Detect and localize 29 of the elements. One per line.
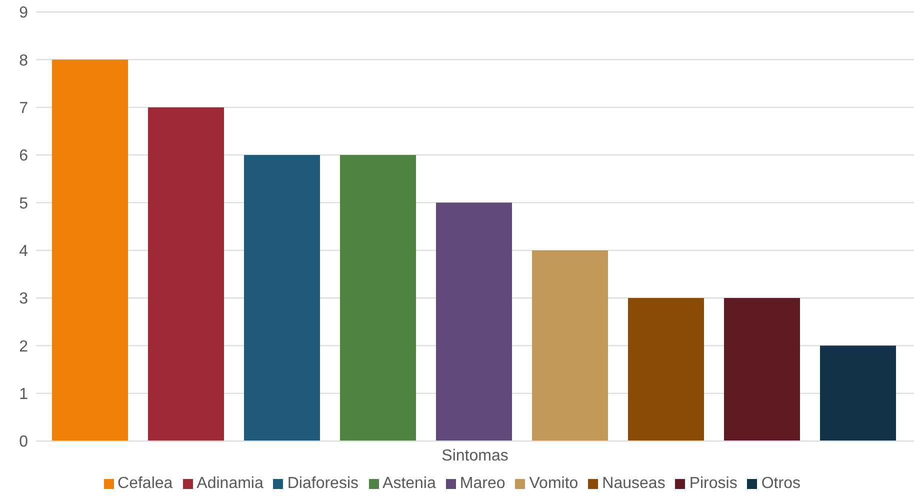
y-tick-label: 4 bbox=[19, 243, 28, 260]
legend-label: Astenia bbox=[382, 475, 436, 492]
y-tick-label: 7 bbox=[19, 100, 28, 118]
bar bbox=[244, 155, 320, 441]
y-tick-label: 5 bbox=[19, 195, 28, 212]
bar bbox=[52, 60, 128, 441]
legend-label: Vomito bbox=[529, 475, 578, 492]
legend-label: Otros bbox=[761, 475, 800, 492]
y-tick-label: 9 bbox=[19, 4, 28, 22]
y-tick-label: 8 bbox=[19, 52, 28, 70]
legend-label: Cefalea bbox=[118, 475, 173, 492]
y-tick-label: 6 bbox=[19, 148, 28, 165]
bar bbox=[532, 250, 608, 441]
legend-label: Pirosis bbox=[689, 475, 738, 492]
legend-label: Adinamia bbox=[196, 475, 264, 492]
bar bbox=[628, 298, 704, 441]
y-tick-label: 3 bbox=[19, 290, 28, 308]
bar bbox=[148, 107, 224, 441]
legend-label: Nauseas bbox=[602, 475, 666, 492]
y-tick-label: 1 bbox=[19, 386, 28, 404]
bar bbox=[724, 298, 800, 441]
bar bbox=[436, 202, 512, 441]
x-tick-label: Sintomas bbox=[442, 447, 508, 464]
bar bbox=[340, 155, 416, 441]
y-tick-label: 2 bbox=[19, 338, 28, 356]
bar bbox=[820, 346, 896, 441]
legend-label: Diaforesis bbox=[287, 475, 359, 492]
legend-label: Mareo bbox=[460, 475, 506, 492]
y-tick-label: 0 bbox=[19, 434, 28, 451]
